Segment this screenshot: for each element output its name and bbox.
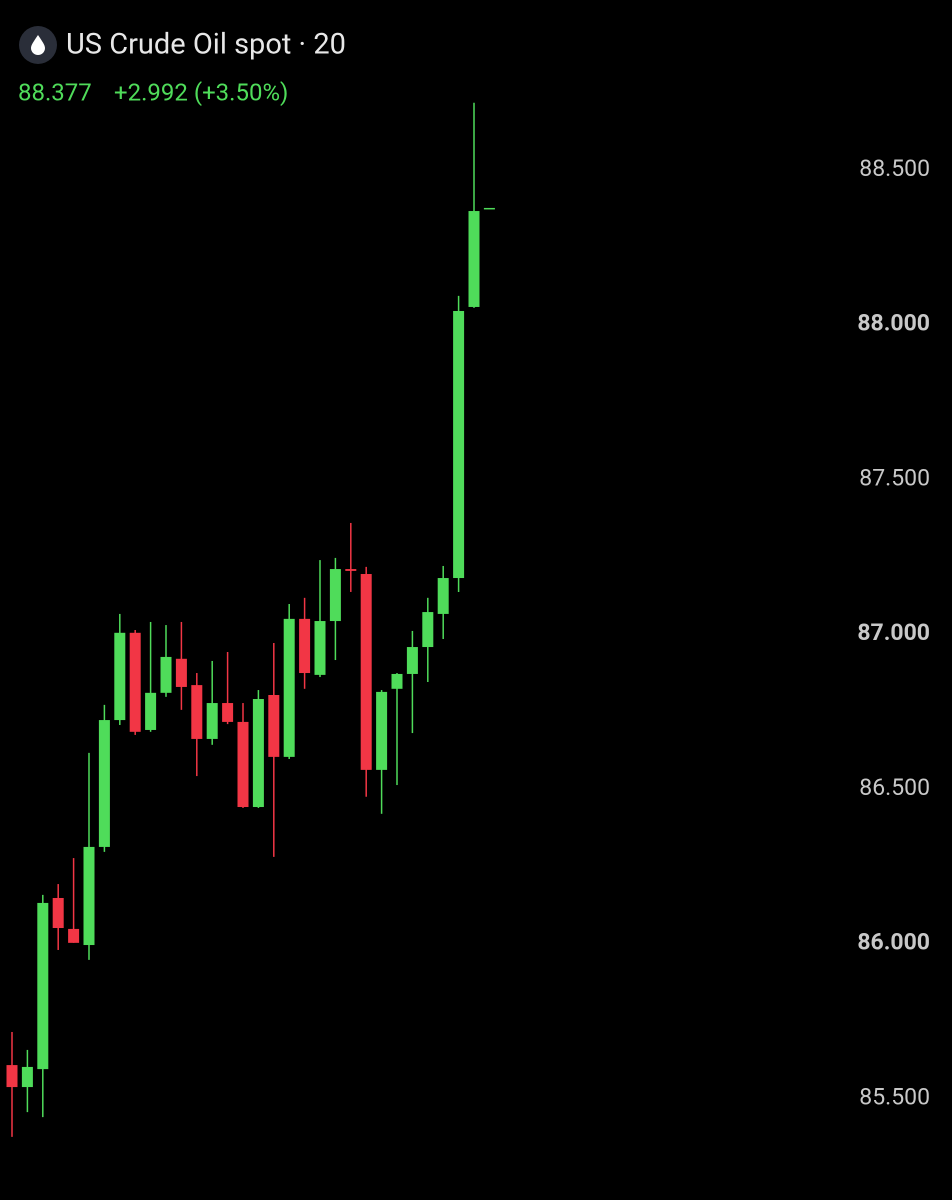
candle-body [406, 647, 418, 674]
candle-body [268, 694, 280, 757]
candle-body [314, 621, 326, 675]
candle-body [191, 685, 203, 739]
candle-body [129, 632, 141, 732]
candle-body [391, 673, 403, 689]
candle-body [114, 632, 126, 721]
candle-body [453, 310, 465, 579]
candle-body [83, 846, 95, 946]
candle-body [175, 658, 187, 687]
candle-body [52, 897, 64, 929]
candle-body [345, 569, 357, 571]
candle-body [6, 1065, 18, 1088]
candle-body [222, 703, 234, 722]
candle-body [437, 578, 449, 614]
candle-body [237, 721, 249, 808]
plot-area [6, 102, 495, 1137]
candle-body [483, 207, 495, 210]
y-tick-label: 86.000 [857, 929, 930, 956]
price-change: +2.992 (+3.50%) [114, 78, 288, 106]
candle-body [37, 902, 49, 1070]
y-tick-label: 88.500 [859, 155, 930, 182]
y-tick-label: 85.500 [859, 1083, 930, 1110]
candle-body [360, 574, 372, 770]
candle-body [329, 569, 341, 622]
candle-body [206, 703, 218, 739]
candle-body [21, 1066, 33, 1088]
candle-body [68, 928, 80, 943]
y-tick-label: 87.500 [859, 464, 930, 491]
candle-body [252, 699, 264, 808]
y-tick-label: 88.000 [857, 310, 930, 337]
candle-body [376, 691, 388, 770]
oil-drop-icon [31, 35, 45, 55]
chart-title: US Crude Oil spot · 20 [66, 28, 346, 62]
candle-body [98, 720, 110, 847]
candle-body [160, 656, 172, 693]
y-tick-label: 86.500 [859, 774, 930, 801]
candle-body [145, 692, 157, 730]
candle-body [299, 618, 311, 674]
candle-body [422, 612, 434, 648]
last-price: 88.377 [18, 78, 92, 106]
candle-body [468, 211, 480, 307]
y-tick-label: 87.000 [857, 619, 930, 646]
candle-body [283, 618, 295, 757]
